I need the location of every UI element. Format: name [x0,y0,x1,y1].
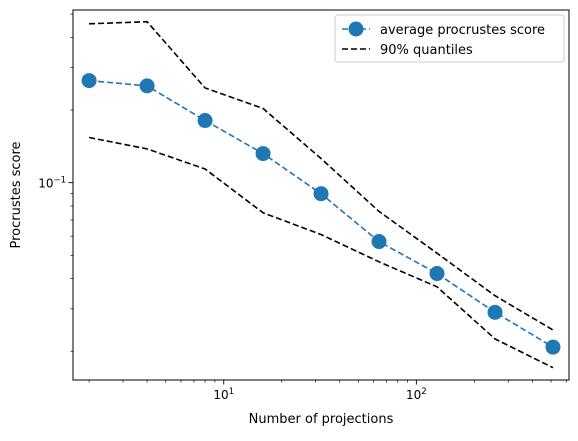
legend-label-quantiles: 90% quantiles [380,43,473,58]
legend-box [334,14,565,63]
data-point [197,113,213,129]
x-tick-label: 101 [213,387,234,402]
series-line-upper-quantile [89,20,554,331]
data-point [487,304,503,320]
y-axis-label: Procrustes score [9,141,24,248]
data-point [429,266,445,282]
series-layer [81,20,561,369]
data-point [255,146,271,162]
data-point [81,73,97,89]
plot-frame [72,9,570,381]
x-tick-label: 102 [406,387,427,402]
major-ticks: 101 102 10−1 [38,176,427,402]
data-point [545,339,561,355]
series-line-lower-quantile [88,136,554,369]
data-point [313,186,329,202]
data-point [139,78,155,94]
legend-marker-average [348,21,364,37]
legend-label-average: average procrustes score [380,23,545,38]
legend: average procrustes score 90% quantiles [334,14,565,63]
y-tick-label: 10−1 [38,176,66,191]
data-point [371,234,387,250]
x-axis-label: Number of projections [249,412,394,427]
